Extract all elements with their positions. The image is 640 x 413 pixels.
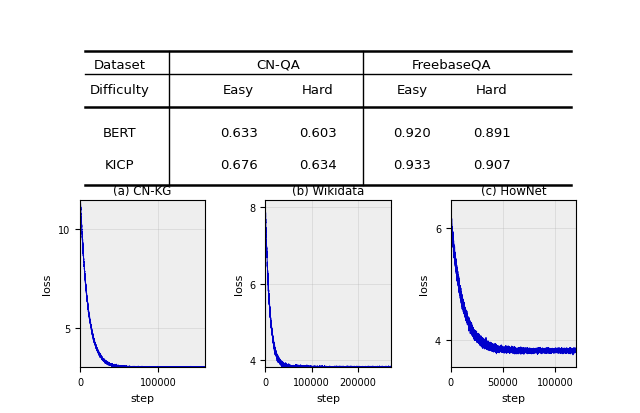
Text: 0.634: 0.634 (300, 159, 337, 172)
Text: FreebaseQA: FreebaseQA (412, 59, 492, 71)
Y-axis label: loss: loss (234, 273, 244, 294)
X-axis label: step: step (501, 393, 525, 403)
Text: 0.633: 0.633 (220, 127, 258, 140)
Text: 0.891: 0.891 (473, 127, 511, 140)
Text: Easy: Easy (223, 84, 254, 97)
Text: Dataset: Dataset (93, 59, 146, 71)
Text: Hard: Hard (476, 84, 508, 97)
Y-axis label: loss: loss (419, 273, 429, 294)
Text: 0.907: 0.907 (473, 159, 511, 172)
Y-axis label: loss: loss (42, 273, 52, 294)
Title: (c) HowNet: (c) HowNet (481, 185, 546, 198)
Title: (a) CN-KG: (a) CN-KG (113, 185, 172, 198)
Text: BERT: BERT (103, 127, 136, 140)
Text: 0.603: 0.603 (300, 127, 337, 140)
Title: (b) Wikidata: (b) Wikidata (292, 185, 364, 198)
Text: Difficulty: Difficulty (90, 84, 150, 97)
Text: CN-QA: CN-QA (257, 59, 300, 71)
Text: 0.933: 0.933 (394, 159, 431, 172)
X-axis label: step: step (316, 393, 340, 403)
Text: Hard: Hard (302, 84, 334, 97)
Text: 0.676: 0.676 (220, 159, 257, 172)
Text: Easy: Easy (397, 84, 428, 97)
Text: 0.920: 0.920 (394, 127, 431, 140)
X-axis label: step: step (131, 393, 155, 403)
Text: KICP: KICP (105, 159, 134, 172)
